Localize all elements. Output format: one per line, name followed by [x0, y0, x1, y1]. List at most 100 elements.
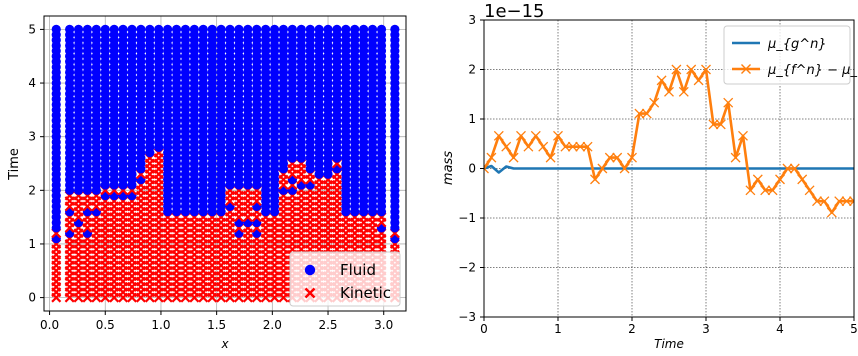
- right-x-axis-label: Time: [654, 337, 684, 351]
- mu-f-point-marker: [715, 119, 726, 130]
- mu-f-point-marker: [708, 119, 719, 130]
- fluid-marker: [243, 24, 253, 35]
- mu-f-point-marker: [604, 152, 615, 163]
- legend-fluid-label: Fluid: [340, 261, 376, 279]
- mu-f-point-marker: [545, 152, 556, 163]
- fluid-marker: [269, 24, 280, 35]
- mu-f-point-marker: [782, 163, 793, 174]
- mu-f-point-marker: [590, 174, 600, 185]
- mu-f-point-marker: [789, 163, 800, 174]
- mu-f-point-marker: [760, 185, 771, 196]
- fluid-marker: [109, 24, 119, 35]
- mu-f-point-marker: [567, 141, 578, 152]
- fluid-marker: [118, 24, 128, 35]
- left-x-axis-label: x: [220, 337, 229, 351]
- mu-f-point-marker: [797, 174, 808, 185]
- fluid-marker: [350, 24, 360, 35]
- right-y-tick-label: −2: [458, 261, 476, 275]
- fluid-marker: [314, 24, 324, 35]
- fluid-marker: [198, 24, 208, 35]
- right-legend: μ_{g^n} μ_{f^n} − μ_{f^0}: [723, 25, 858, 85]
- mu-f-point-marker: [841, 196, 852, 207]
- fluid-marker: [65, 24, 75, 35]
- mu-f-point-marker: [767, 185, 778, 196]
- mu-f-point-marker: [730, 152, 741, 163]
- mu-f-point-marker: [634, 108, 645, 119]
- fluid-marker: [390, 24, 400, 35]
- mu-f-point-marker: [649, 97, 660, 108]
- mu-f-point-marker: [530, 130, 541, 141]
- fluid-marker: [100, 24, 110, 35]
- right-x-tick-label: 1: [554, 322, 562, 336]
- left-y-tick-label: 5: [28, 22, 36, 36]
- mu-f-point-marker: [819, 196, 830, 207]
- fluid-marker: [332, 24, 342, 35]
- mu-f-point-marker: [723, 97, 734, 108]
- left-y-tick-label: 0: [28, 291, 36, 305]
- right-y-tick-label: 1: [468, 112, 476, 126]
- mu-f-point-marker: [671, 64, 682, 75]
- mu-f-point-marker: [804, 185, 815, 196]
- fluid-marker: [51, 24, 61, 35]
- fluid-marker: [145, 24, 155, 35]
- fluid-marker: [287, 24, 297, 35]
- left-y-tick-label: 3: [28, 130, 36, 144]
- legend-kinetic-label: Kinetic: [340, 284, 391, 302]
- right-x-tick-label: 2: [628, 322, 636, 336]
- fluid-marker: [296, 24, 306, 35]
- fluid-marker: [136, 24, 146, 35]
- left-legend: Fluid Kinetic: [289, 251, 401, 307]
- left-x-tick-label: 2.0: [263, 318, 282, 332]
- right-x-tick-label: 0: [480, 322, 488, 336]
- left-axes-frame: [43, 15, 407, 312]
- fluid-marker: [189, 24, 199, 35]
- left-legend-box: [289, 251, 401, 307]
- mu-f-point-marker: [501, 141, 512, 152]
- right-x-tick-label: 5: [850, 322, 858, 336]
- mu-f-point-marker: [826, 207, 837, 218]
- mu-f-point-marker: [664, 86, 674, 97]
- mu-f-point-marker: [641, 108, 652, 119]
- mu-f-point-marker: [738, 130, 748, 141]
- mu-f-point-marker: [508, 152, 519, 163]
- mu-f-point-marker: [486, 152, 497, 163]
- fluid-marker: [341, 24, 351, 35]
- mu-f-point-marker: [612, 152, 623, 163]
- mu-f-point-marker: [538, 141, 549, 152]
- fluid-marker: [73, 24, 84, 35]
- fluid-marker: [171, 24, 182, 35]
- mu-f-point-marker: [484, 163, 489, 174]
- right-y-axis-label: mass: [441, 151, 456, 185]
- fluid-marker: [82, 24, 93, 35]
- mu-f-point-marker: [575, 141, 586, 152]
- right-ticks: 0 1 2 3 4 5 −3 −2 −1 0 1 2 3: [458, 13, 858, 336]
- fluid-marker: [163, 24, 173, 35]
- mu-g-series-line: [484, 164, 854, 174]
- fluid-marker: [367, 24, 378, 35]
- fluid-marker: [91, 24, 101, 35]
- mu-f-point-marker: [560, 141, 571, 152]
- left-x-tick-label: 1.5: [207, 318, 226, 332]
- fluid-marker: [252, 24, 262, 35]
- left-x-tick-label: 3.0: [374, 318, 393, 332]
- right-x-tick-label: 4: [776, 322, 784, 336]
- fluid-marker: [154, 24, 164, 35]
- fluid-marker: [376, 24, 387, 35]
- mu-f-point-marker: [619, 163, 630, 174]
- left-x-tick-label: 2.5: [318, 318, 337, 332]
- mu-f-point-marker: [678, 86, 689, 97]
- mu-f-point-marker: [834, 196, 845, 207]
- fluid-marker: [278, 24, 289, 35]
- right-offset-text: 1e−15: [484, 1, 545, 22]
- mu-f-point-marker: [627, 152, 637, 163]
- right-y-tick-label: −1: [458, 211, 476, 225]
- legend-fluid-marker: [304, 264, 316, 276]
- left-x-tick-label: 1.0: [151, 318, 170, 332]
- mu-f-point-marker: [597, 163, 608, 174]
- legend-mu-f-marker: [741, 64, 751, 74]
- right-y-tick-label: −3: [458, 310, 476, 324]
- mu-f-point-marker: [693, 75, 704, 86]
- mu-f-point-marker: [493, 130, 504, 141]
- mu-f-point-marker: [745, 185, 756, 196]
